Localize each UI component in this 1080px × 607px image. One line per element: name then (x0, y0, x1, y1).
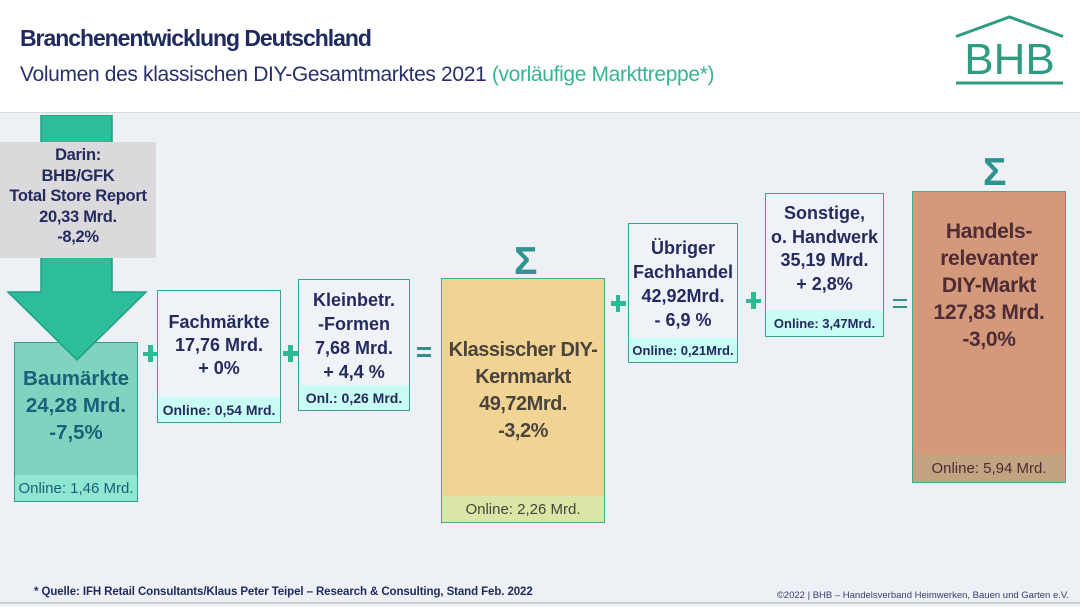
svg-text:BHB: BHB (964, 35, 1054, 84)
